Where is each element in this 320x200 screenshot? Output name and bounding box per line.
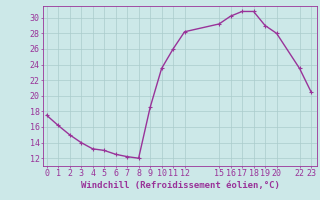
X-axis label: Windchill (Refroidissement éolien,°C): Windchill (Refroidissement éolien,°C): [81, 181, 279, 190]
